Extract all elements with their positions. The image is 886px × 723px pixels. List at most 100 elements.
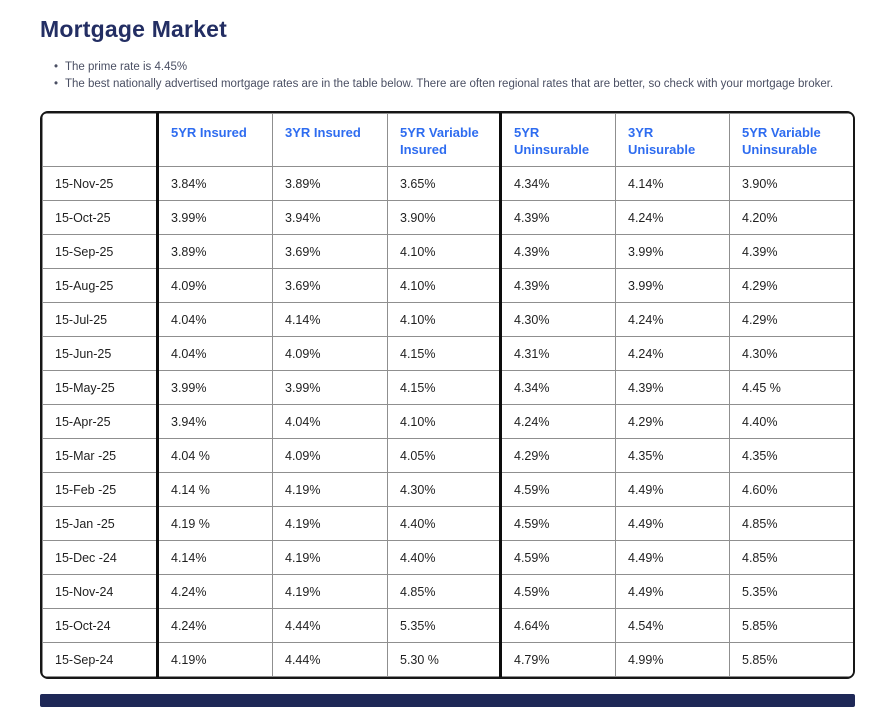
table-horizontal-scrollbar[interactable]	[40, 694, 855, 707]
rate-cell: 4.04 %	[157, 438, 273, 473]
table-row: 15-Sep-24 4.19% 4.44% 5.30 % 4.79% 4.99% 5.85%	[42, 642, 853, 677]
rate-cell: 4.14 %	[157, 472, 273, 507]
rate-cell: 4.49%	[615, 574, 730, 609]
rate-cell: 4.09%	[157, 268, 273, 303]
rate-cell: 4.10%	[387, 404, 502, 439]
rate-cell: 4.10%	[387, 302, 502, 337]
rate-cell: 4.05%	[387, 438, 502, 473]
rate-cell: 4.10%	[387, 268, 502, 303]
table-row: 15-Jul-25 4.04% 4.14% 4.10% 4.30% 4.24% 4.29%	[42, 302, 853, 337]
header-5yr-variable-insured: 5YR Variable Insured	[387, 113, 502, 167]
row-date-cell: 15-Mar -25	[42, 438, 159, 473]
rate-cell: 4.40%	[387, 506, 502, 541]
rate-cell: 4.20%	[729, 200, 853, 235]
rate-cell: 4.19%	[157, 642, 273, 677]
row-date-cell: 15-Sep-25	[42, 234, 159, 269]
rate-cell: 4.14%	[615, 166, 730, 201]
rate-cell: 4.59%	[500, 574, 616, 609]
rate-cell: 4.64%	[500, 608, 616, 643]
rate-cell: 4.04%	[157, 336, 273, 371]
rate-cell: 4.19%	[272, 540, 388, 575]
row-date-cell: 15-May-25	[42, 370, 159, 405]
rate-cell: 4.24%	[157, 574, 273, 609]
rate-cell: 4.40%	[729, 404, 853, 439]
rate-cell: 3.99%	[615, 234, 730, 269]
rate-cell: 4.79%	[500, 642, 616, 677]
table-row: 15-Mar -25 4.04 % 4.09% 4.05% 4.29% 4.35% 4.35…	[42, 438, 853, 473]
rate-cell: 4.30%	[729, 336, 853, 371]
rate-cell: 4.85%	[729, 540, 853, 575]
rate-cell: 3.99%	[272, 370, 388, 405]
rate-cell: 4.49%	[615, 540, 730, 575]
table-row: 15-Aug-25 4.09% 3.69% 4.10% 4.39% 3.99% 4.29%	[42, 268, 853, 303]
notes-list: The prime rate is 4.45% The best nationa…	[54, 59, 855, 93]
table-row: 15-Oct-25 3.99% 3.94% 3.90% 4.39% 4.24% 4.20%	[42, 200, 853, 235]
rate-cell: 4.49%	[615, 472, 730, 507]
rate-cell: 3.89%	[157, 234, 273, 269]
rate-cell: 4.09%	[272, 438, 388, 473]
table-row: 15-Dec -24 4.14% 4.19% 4.40% 4.59% 4.49% 4.85%	[42, 540, 853, 575]
header-date-blank	[42, 113, 159, 167]
row-date-cell: 15-Feb -25	[42, 472, 159, 507]
rate-cell: 4.24%	[615, 200, 730, 235]
rate-cell: 3.99%	[157, 370, 273, 405]
rate-cell: 4.35%	[615, 438, 730, 473]
rate-cell: 3.89%	[272, 166, 388, 201]
row-date-cell: 15-Nov-25	[42, 166, 159, 201]
rate-cell: 5.30 %	[387, 642, 502, 677]
rates-table-body: 15-Nov-25 3.84% 3.89% 3.65% 4.34% 4.14% 3.90% 1…	[42, 166, 853, 677]
rate-cell: 4.29%	[729, 268, 853, 303]
rate-cell: 4.85%	[387, 574, 502, 609]
rate-cell: 4.10%	[387, 234, 502, 269]
rate-cell: 4.44%	[272, 608, 388, 643]
rate-cell: 4.19 %	[157, 506, 273, 541]
rate-cell: 5.35%	[387, 608, 502, 643]
rate-cell: 4.39%	[729, 234, 853, 269]
row-date-cell: 15-Apr-25	[42, 404, 159, 439]
table-row: 15-Jun-25 4.04% 4.09% 4.15% 4.31% 4.24% 4.30%	[42, 336, 853, 371]
table-row: 15-Sep-25 3.89% 3.69% 4.10% 4.39% 3.99% 4.39%	[42, 234, 853, 269]
rate-cell: 4.34%	[500, 370, 616, 405]
row-date-cell: 15-Nov-24	[42, 574, 159, 609]
rates-disclaimer-note: The best nationally advertised mortgage …	[54, 76, 855, 93]
rate-cell: 4.85%	[729, 506, 853, 541]
row-date-cell: 15-Oct-25	[42, 200, 159, 235]
rate-cell: 4.31%	[500, 336, 616, 371]
rate-cell: 4.29%	[500, 438, 616, 473]
rate-cell: 4.04%	[272, 404, 388, 439]
row-date-cell: 15-Jun-25	[42, 336, 159, 371]
mortgage-market-page: Mortgage Market The prime rate is 4.45% …	[0, 0, 886, 707]
rate-cell: 5.35%	[729, 574, 853, 609]
rate-cell: 3.69%	[272, 234, 388, 269]
header-5yr-uninsurable: 5YR Uninsurable	[500, 113, 616, 167]
rate-cell: 4.19%	[272, 574, 388, 609]
rate-cell: 3.65%	[387, 166, 502, 201]
rate-cell: 3.90%	[729, 166, 853, 201]
table-row: 15-Oct-24 4.24% 4.44% 5.35% 4.64% 4.54% 5.85%	[42, 608, 853, 643]
rate-cell: 4.04%	[157, 302, 273, 337]
row-date-cell: 15-Jul-25	[42, 302, 159, 337]
rate-cell: 4.59%	[500, 472, 616, 507]
rate-cell: 4.29%	[615, 404, 730, 439]
rate-cell: 3.94%	[272, 200, 388, 235]
rate-cell: 4.14%	[272, 302, 388, 337]
table-row: 15-Jan -25 4.19 % 4.19% 4.40% 4.59% 4.49% 4.85…	[42, 506, 853, 541]
rate-cell: 3.84%	[157, 166, 273, 201]
rate-cell: 4.40%	[387, 540, 502, 575]
rate-cell: 4.45 %	[729, 370, 853, 405]
rate-cell: 3.99%	[615, 268, 730, 303]
prime-rate-note: The prime rate is 4.45%	[54, 59, 855, 76]
rate-cell: 4.30%	[387, 472, 502, 507]
rate-cell: 4.30%	[500, 302, 616, 337]
rate-cell: 4.09%	[272, 336, 388, 371]
rate-cell: 4.24%	[615, 302, 730, 337]
table-row: 15-Feb -25 4.14 % 4.19% 4.30% 4.59% 4.49% 4.60…	[42, 472, 853, 507]
header-5yr-variable-uninsurable: 5YR Variable Uninsurable	[729, 113, 853, 167]
rate-cell: 4.44%	[272, 642, 388, 677]
rate-cell: 5.85%	[729, 642, 853, 677]
rate-cell: 4.39%	[500, 268, 616, 303]
rate-cell: 3.90%	[387, 200, 502, 235]
rate-cell: 4.34%	[500, 166, 616, 201]
rate-cell: 4.15%	[387, 370, 502, 405]
header-3yr-insured: 3YR Insured	[272, 113, 388, 167]
